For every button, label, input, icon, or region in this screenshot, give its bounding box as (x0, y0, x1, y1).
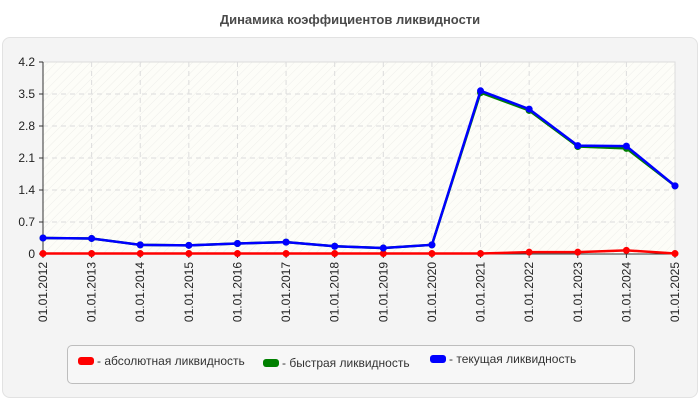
data-point (282, 250, 290, 258)
data-point (233, 239, 241, 247)
data-point (88, 250, 96, 258)
x-tick-label: 01.01.2022 (522, 262, 536, 322)
legend-item-absolute: - абсолютная ликвидность (78, 354, 245, 368)
x-tick-label: 01.01.2019 (376, 262, 390, 322)
legend-item-current: - текущая ликвидность (430, 352, 576, 366)
data-point (671, 182, 679, 190)
data-point (622, 246, 630, 254)
legend-swatch-red (78, 357, 94, 365)
y-tick-label: 3.5 (18, 87, 35, 101)
data-point (136, 250, 144, 258)
x-tick-label: 01.01.2023 (571, 262, 585, 322)
x-tick-label: 01.01.2025 (668, 262, 682, 322)
series-line (43, 249, 676, 255)
x-tick-label: 01.01.2020 (425, 262, 439, 322)
data-point (671, 250, 679, 258)
data-point (136, 241, 144, 249)
legend-item-quick: - быстрая ликвидность (263, 356, 410, 370)
x-tick-label: 01.01.2015 (182, 262, 196, 322)
data-point (574, 248, 582, 256)
data-point (88, 234, 96, 242)
data-point (233, 250, 241, 258)
data-point (428, 241, 436, 249)
data-point (39, 250, 47, 258)
data-point (477, 87, 485, 95)
legend-swatch-blue (430, 355, 446, 363)
series-line (42, 89, 676, 250)
x-tick-label: 01.01.2018 (328, 262, 342, 322)
y-tick-label: 1.4 (18, 183, 35, 197)
data-point (428, 250, 436, 258)
data-point (379, 250, 387, 258)
legend: - абсолютная ликвидность - быстрая ликви… (67, 345, 635, 384)
data-point (622, 142, 630, 150)
y-tick-label: 0.7 (18, 215, 35, 229)
x-tick-label: 01.01.2013 (85, 262, 99, 322)
data-point (331, 250, 339, 258)
x-tick-label: 01.01.2017 (279, 262, 293, 322)
data-point (282, 238, 290, 246)
x-tick-label: 01.01.2012 (36, 262, 50, 322)
chart-title: Динамика коэффициентов ликвидности (219, 12, 481, 27)
y-tick-label: 2.8 (18, 119, 35, 133)
data-point (185, 250, 193, 258)
legend-label: - абсолютная ликвидность (97, 354, 245, 368)
y-tick-label: 0 (28, 247, 35, 261)
y-tick-label: 2.1 (18, 151, 35, 165)
series-lines (39, 87, 679, 258)
data-point (525, 105, 533, 113)
legend-label: - быстрая ликвидность (282, 356, 410, 370)
data-point (477, 250, 485, 258)
data-point (525, 248, 533, 256)
legend-label: - текущая ликвидность (449, 352, 577, 366)
x-tick-label: 01.01.2024 (619, 262, 633, 322)
data-point (39, 234, 47, 242)
legend-swatch-green (263, 359, 279, 367)
y-tick-label: 4.2 (18, 55, 35, 69)
x-tick-label: 01.01.2014 (133, 262, 147, 322)
data-point (331, 242, 339, 250)
axes: 0 0.7 1.4 2.1 2.8 3.5 4.2 01.01.2012 01.01.2013 0… (18, 55, 682, 322)
data-point (379, 244, 387, 252)
data-point (574, 142, 582, 150)
data-point (185, 241, 193, 249)
x-tick-label: 01.01.2016 (230, 262, 244, 322)
x-tick-label: 01.01.2021 (474, 262, 488, 322)
